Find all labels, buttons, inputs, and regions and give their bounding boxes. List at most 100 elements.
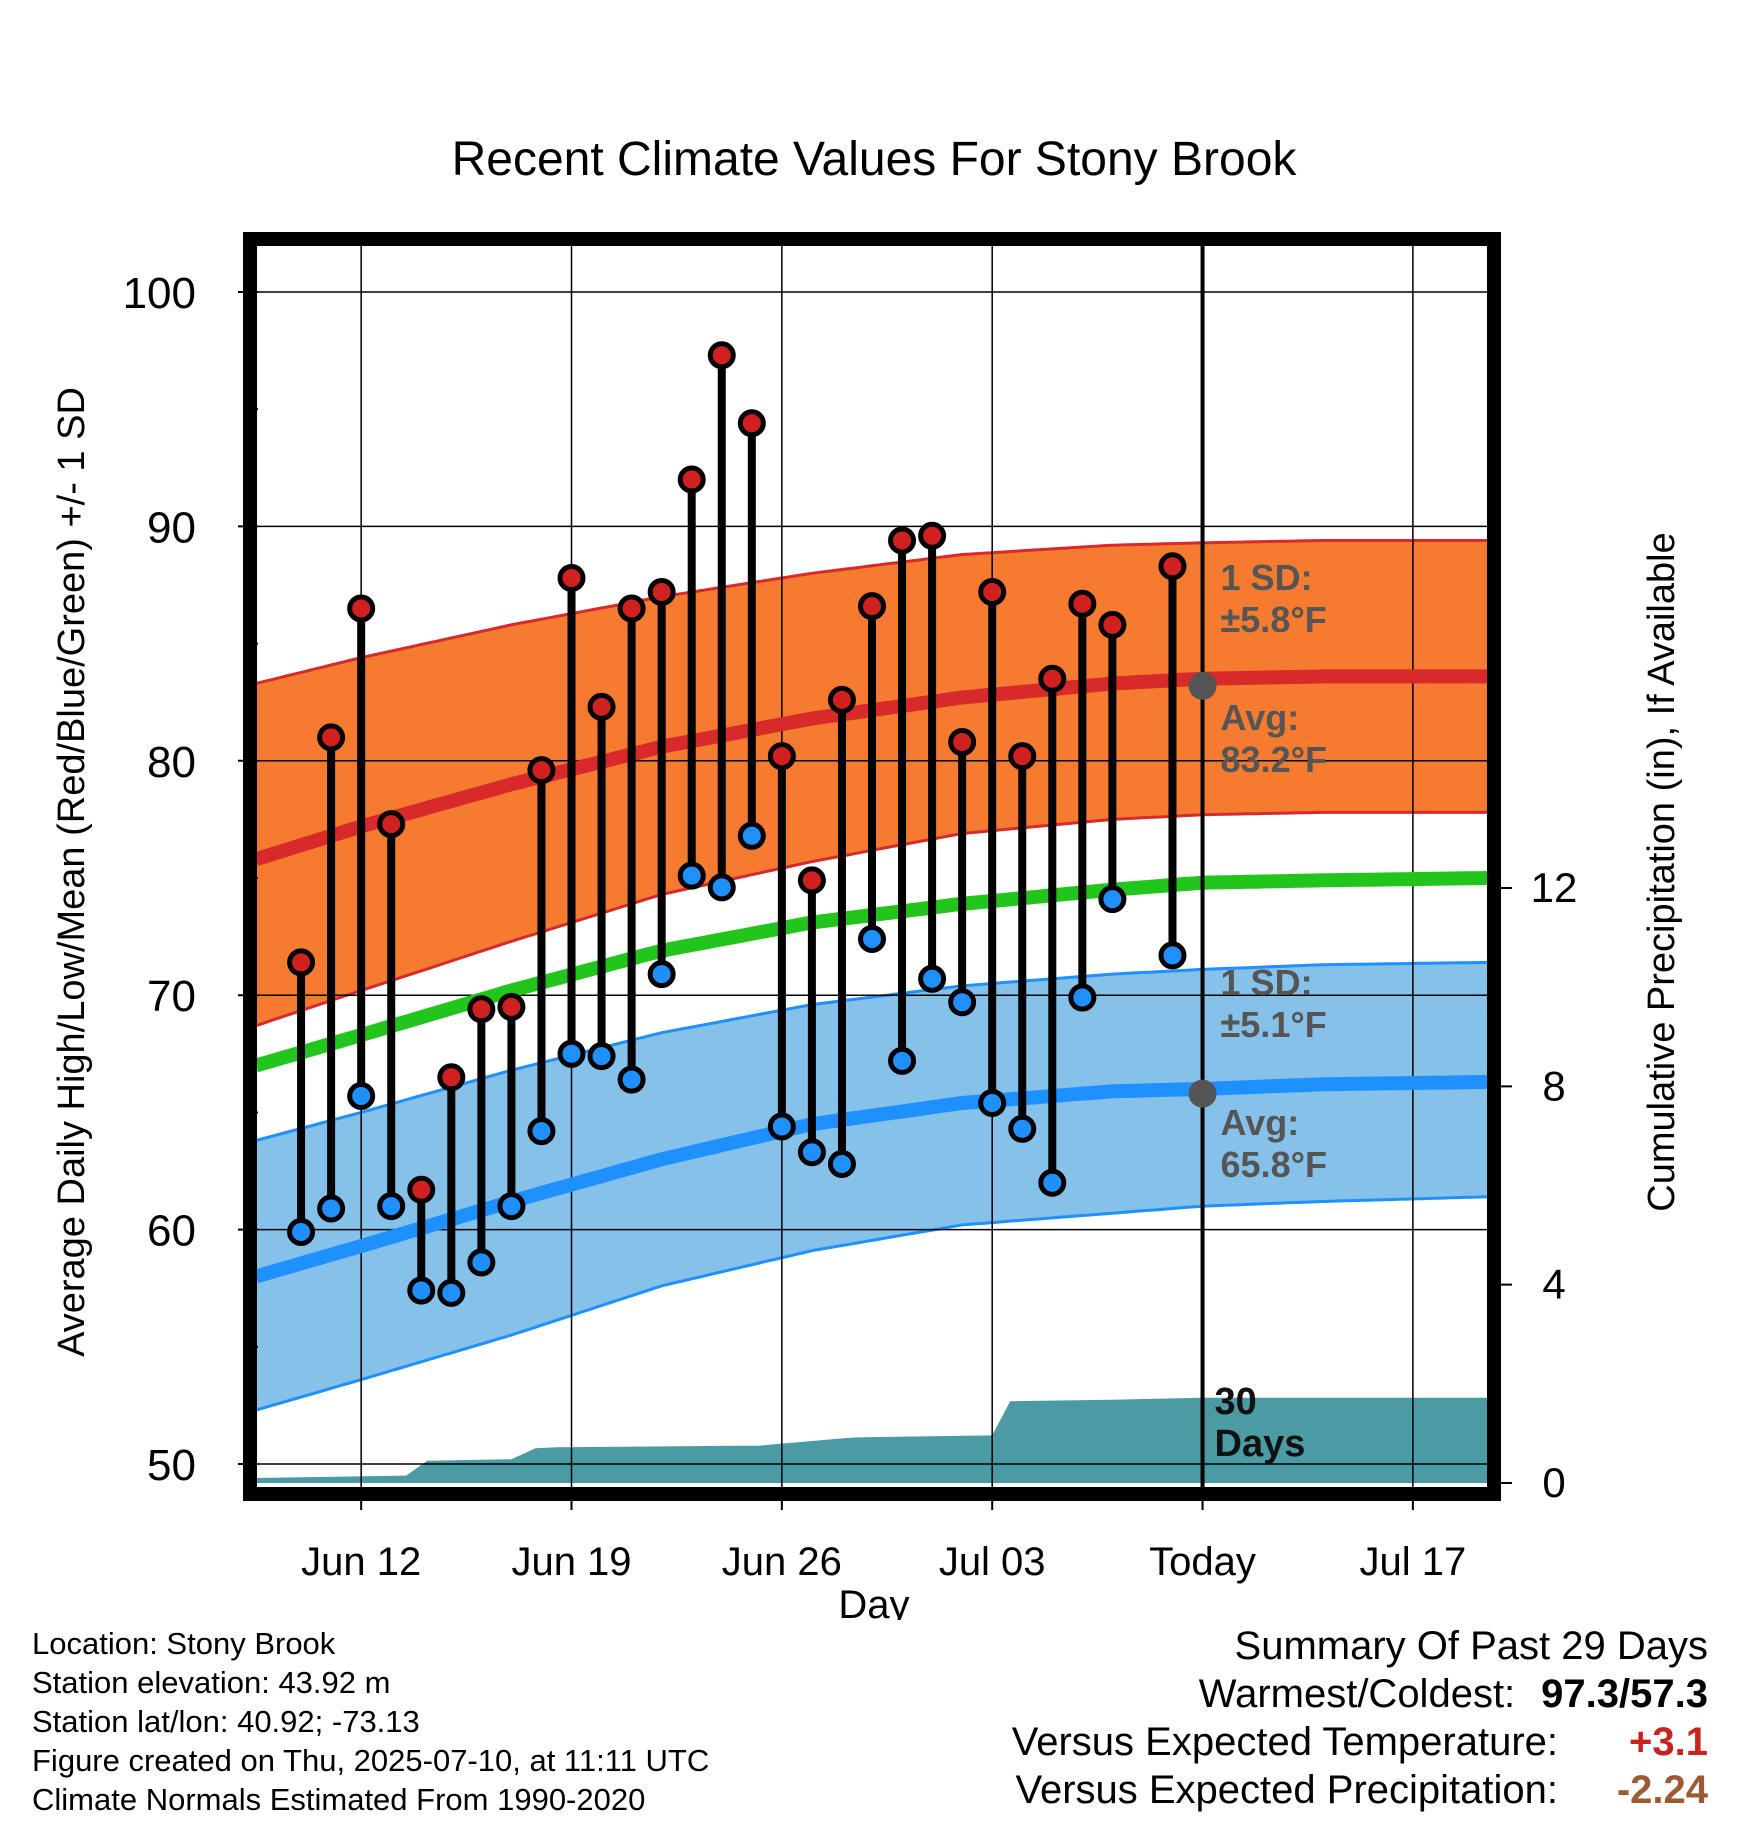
daily-low-point bbox=[437, 1278, 466, 1307]
daily-low-point bbox=[317, 1194, 346, 1223]
high-avg-annotation: Avg: bbox=[1221, 697, 1300, 738]
daily-high-point bbox=[1068, 589, 1097, 618]
daily-low-point bbox=[587, 1042, 616, 1071]
low-sd-annotation: 1 SD: bbox=[1221, 962, 1313, 1003]
precip-anomaly-value: -2.24 bbox=[1616, 1768, 1708, 1812]
daily-low-point bbox=[797, 1138, 826, 1167]
station-info: Location: Stony Brook Station elevation:… bbox=[32, 1624, 709, 1819]
daily-high-point bbox=[888, 526, 917, 555]
y2-tick-label: 4 bbox=[1542, 1261, 1565, 1308]
daily-low-point bbox=[1038, 1168, 1067, 1197]
daily-low-point bbox=[407, 1276, 436, 1305]
daily-high-point bbox=[467, 995, 496, 1024]
y-tick-label: 90 bbox=[147, 503, 196, 552]
y-tick-label: 70 bbox=[147, 972, 196, 1021]
summary-panel: Summary Of Past 29 Days Warmest/Coldest:… bbox=[1012, 1622, 1708, 1814]
temp-anomaly-row: Versus Expected Temperature: +3.1 bbox=[1012, 1718, 1708, 1766]
daily-high-point bbox=[317, 723, 346, 752]
temp-anomaly-value: +3.1 bbox=[1629, 1720, 1708, 1764]
daily-high-point bbox=[707, 341, 736, 370]
chart-title: Recent Climate Values For Stony Brook bbox=[452, 133, 1298, 186]
warmest-coldest-value: 97.3/57.3 bbox=[1541, 1672, 1708, 1716]
daily-low-point bbox=[1008, 1114, 1037, 1143]
x-tick-label: Jun 26 bbox=[722, 1540, 842, 1584]
daily-low-point bbox=[1098, 885, 1127, 914]
y-tick-label: 60 bbox=[147, 1207, 196, 1256]
latlon-text: Station lat/lon: 40.92; -73.13 bbox=[32, 1704, 420, 1739]
temp-anomaly-label: Versus Expected Temperature: bbox=[1011, 1720, 1558, 1764]
summary-title: Summary Of Past 29 Days bbox=[1234, 1624, 1708, 1668]
daily-high-point bbox=[437, 1063, 466, 1092]
low-avg-line bbox=[254, 1074, 1489, 1284]
daily-high-point bbox=[1038, 664, 1067, 693]
daily-high-point bbox=[1098, 610, 1127, 639]
x-tick-label: Today bbox=[1149, 1540, 1256, 1584]
daily-low-point bbox=[527, 1117, 556, 1146]
daily-low-point bbox=[617, 1065, 646, 1094]
precip-anomaly-label: Versus Expected Precipitation: bbox=[1015, 1768, 1558, 1812]
daily-high-point bbox=[587, 692, 616, 721]
daily-low-point bbox=[767, 1112, 796, 1141]
precip-days-annotation: Days bbox=[1215, 1423, 1306, 1465]
daily-low-point bbox=[918, 964, 947, 993]
x-tick-label: Jun 12 bbox=[301, 1540, 421, 1584]
x-axis-label: Day bbox=[838, 1583, 909, 1620]
high-sd-annotation: ±5.8°F bbox=[1221, 599, 1327, 640]
axes: 50 60 70 80 90 100 0 4 8 12 Jun 12 Jun 19 Jun 26 Jul … bbox=[123, 232, 1577, 1584]
low-sd-lower-line bbox=[255, 1195, 1489, 1412]
daily-high-point bbox=[858, 592, 886, 621]
daily-high-point bbox=[827, 685, 856, 714]
location-text: Location: Stony Brook bbox=[32, 1626, 336, 1661]
daily-high-point bbox=[407, 1175, 436, 1204]
low-avg-annotation: Avg: bbox=[1221, 1102, 1300, 1143]
y-axis-label: Average Daily High/Low/Mean (Red/Blue/Gr… bbox=[51, 387, 93, 1357]
plot-frame bbox=[243, 232, 1501, 1501]
daily-low-point bbox=[978, 1089, 1007, 1118]
daily-high-point bbox=[797, 866, 826, 895]
daily-high-point bbox=[1008, 742, 1037, 771]
normals-text: Climate Normals Estimated From 1990-2020 bbox=[32, 1782, 646, 1817]
daily-high-point bbox=[737, 409, 766, 438]
created-text: Figure created on Thu, 2025-07-10, at 11… bbox=[32, 1743, 710, 1778]
x-tick-label: Jun 19 bbox=[511, 1540, 631, 1584]
daily-high-point bbox=[287, 948, 316, 977]
daily-high-point bbox=[918, 521, 947, 550]
daily-low-point bbox=[737, 821, 766, 850]
daily-high-point bbox=[377, 810, 406, 839]
daily-low-point bbox=[647, 960, 676, 989]
daily-low-point bbox=[858, 924, 886, 953]
y-tick-label: 100 bbox=[123, 269, 196, 318]
daily-low-point bbox=[1068, 983, 1097, 1012]
high-sd-annotation: 1 SD: bbox=[1221, 557, 1313, 598]
low-sd-band bbox=[256, 962, 1488, 1411]
low-sd-annotation: ±5.1°F bbox=[1221, 1004, 1327, 1045]
low-avg-annotation: 65.8°F bbox=[1221, 1144, 1327, 1185]
daily-high-point bbox=[677, 465, 706, 494]
x-tick-label: Jul 03 bbox=[939, 1540, 1046, 1584]
today-high-avg-marker bbox=[1188, 671, 1217, 700]
daily-low-point bbox=[707, 873, 736, 902]
daily-low-point bbox=[677, 861, 706, 890]
daily-high-point bbox=[347, 594, 376, 623]
y-tick-label: 50 bbox=[147, 1441, 196, 1490]
y2-tick-label: 0 bbox=[1542, 1459, 1565, 1506]
daily-low-point bbox=[557, 1039, 586, 1068]
high-sd-upper-line bbox=[255, 539, 1488, 685]
y2-axis-label: Cumulative Precipitation (in), If Availa… bbox=[1641, 532, 1683, 1211]
elevation-text: Station elevation: 43.92 m bbox=[32, 1665, 391, 1700]
daily-high-point bbox=[527, 756, 556, 785]
daily-high-point bbox=[647, 578, 676, 607]
warmest-coldest-label: Warmest/Coldest: bbox=[1198, 1672, 1516, 1716]
precip-days-annotation: 30 bbox=[1215, 1381, 1257, 1423]
daily-high-point bbox=[617, 594, 646, 623]
daily-low-point bbox=[497, 1192, 526, 1221]
daily-low-point bbox=[377, 1192, 406, 1221]
daily-low-point bbox=[827, 1149, 856, 1178]
y2-tick-label: 8 bbox=[1542, 1062, 1565, 1109]
y-tick-label: 80 bbox=[147, 738, 196, 787]
climate-chart: Recent Climate Values For Stony Brook 1 … bbox=[51, 133, 1683, 1620]
daily-low-point bbox=[1158, 941, 1187, 970]
daily-high-point bbox=[557, 563, 586, 592]
plot-area bbox=[253, 245, 1489, 1488]
